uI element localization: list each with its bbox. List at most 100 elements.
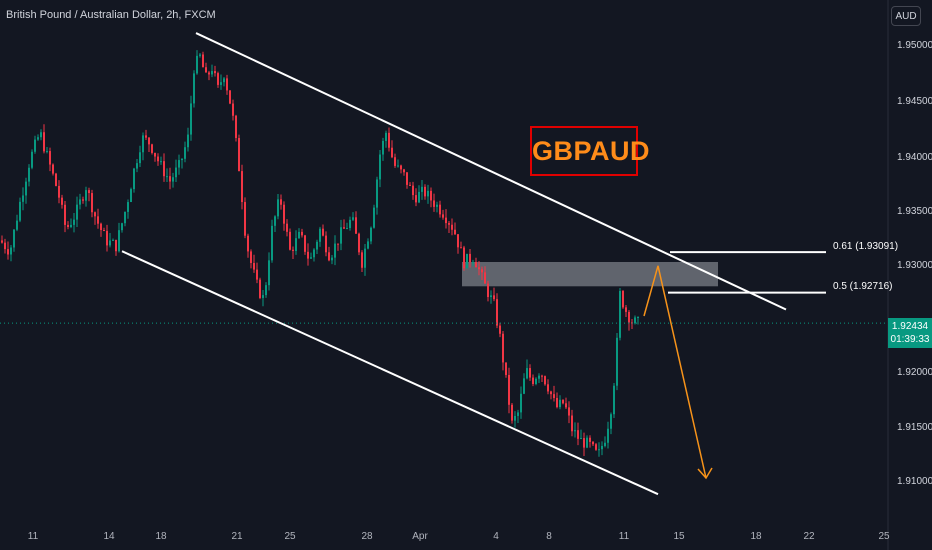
bull-candle bbox=[73, 219, 75, 225]
bear-candle bbox=[583, 438, 585, 448]
bull-candle bbox=[586, 437, 588, 448]
bull-candle bbox=[310, 257, 312, 259]
bear-candle bbox=[487, 283, 489, 298]
bear-candle bbox=[307, 251, 309, 259]
bear-candle bbox=[556, 397, 558, 408]
bear-candle bbox=[148, 137, 150, 145]
bull-candle bbox=[607, 428, 609, 443]
bear-candle bbox=[550, 391, 552, 395]
y-tick-label: 1.92000 bbox=[897, 367, 932, 378]
bear-candle bbox=[157, 156, 159, 162]
bull-candle bbox=[346, 228, 348, 230]
bear-candle bbox=[484, 272, 486, 284]
bear-candle bbox=[337, 243, 339, 245]
bull-candle bbox=[112, 239, 114, 241]
bear-candle bbox=[82, 199, 84, 201]
bear-candle bbox=[592, 441, 594, 445]
bear-candle bbox=[247, 235, 249, 252]
y-tick-label: 1.91000 bbox=[897, 476, 932, 487]
bull-candle bbox=[514, 415, 516, 421]
x-tick-label: 11 bbox=[27, 531, 39, 542]
bull-candle bbox=[598, 449, 600, 451]
bull-candle bbox=[340, 227, 342, 244]
bear-candle bbox=[502, 333, 504, 363]
bear-candle bbox=[259, 279, 261, 298]
bear-candle bbox=[52, 164, 54, 174]
bull-candle bbox=[31, 151, 33, 168]
bull-candle bbox=[271, 225, 273, 261]
bear-candle bbox=[208, 72, 210, 75]
bull-candle bbox=[436, 204, 438, 207]
bull-candle bbox=[142, 135, 144, 153]
x-tick-label: 25 bbox=[878, 531, 890, 542]
bull-candle bbox=[313, 249, 315, 258]
bull-candle bbox=[427, 190, 429, 197]
currency-button[interactable]: AUD bbox=[891, 6, 921, 26]
channel-lower-line bbox=[121, 250, 659, 496]
bull-candle bbox=[352, 217, 354, 220]
bear-candle bbox=[445, 217, 447, 224]
bull-candle bbox=[46, 151, 48, 153]
bear-candle bbox=[478, 267, 480, 270]
bull-candle bbox=[37, 137, 39, 140]
bear-candle bbox=[250, 251, 252, 264]
bear-candle bbox=[88, 190, 90, 194]
bear-candle bbox=[451, 224, 453, 230]
bull-candle bbox=[220, 82, 222, 85]
bear-candle bbox=[508, 374, 510, 405]
bear-candle bbox=[241, 171, 243, 203]
bull-candle bbox=[298, 231, 300, 239]
bear-candle bbox=[205, 67, 207, 73]
bull-candle bbox=[376, 179, 378, 208]
projection-arrow-icon bbox=[697, 467, 713, 480]
bull-candle bbox=[523, 378, 525, 394]
bull-candle bbox=[268, 260, 270, 286]
bull-candle bbox=[526, 368, 528, 379]
projection-path bbox=[643, 265, 707, 479]
bear-candle bbox=[292, 249, 294, 251]
bear-candle bbox=[286, 223, 288, 232]
bear-candle bbox=[424, 186, 426, 197]
bear-candle bbox=[625, 307, 627, 312]
symbol-title[interactable]: British Pound / Australian Dollar, 2h, F… bbox=[6, 9, 216, 21]
bear-candle bbox=[94, 212, 96, 217]
bull-candle bbox=[79, 199, 81, 205]
bull-candle bbox=[277, 199, 279, 217]
bear-candle bbox=[469, 253, 471, 263]
bear-candle bbox=[145, 135, 147, 138]
fib-level-05-label: 0.5 (1.92716) bbox=[833, 281, 893, 292]
bear-candle bbox=[529, 368, 531, 378]
x-tick-label: 22 bbox=[803, 531, 815, 542]
bull-candle bbox=[121, 223, 123, 231]
bull-candle bbox=[190, 103, 192, 135]
bear-candle bbox=[61, 197, 63, 205]
x-tick-label: 15 bbox=[673, 531, 685, 542]
bear-candle bbox=[238, 138, 240, 172]
bull-candle bbox=[364, 248, 366, 268]
bear-candle bbox=[493, 295, 495, 300]
bull-candle bbox=[616, 337, 618, 386]
x-tick-label: 21 bbox=[231, 531, 243, 542]
bull-candle bbox=[109, 240, 111, 246]
bear-candle bbox=[496, 299, 498, 326]
bear-candle bbox=[448, 223, 450, 225]
bear-candle bbox=[454, 229, 456, 235]
bull-candle bbox=[604, 442, 606, 446]
bear-candle bbox=[100, 223, 102, 231]
bull-candle bbox=[538, 375, 540, 379]
bear-candle bbox=[43, 132, 45, 152]
bear-candle bbox=[511, 404, 513, 421]
bull-candle bbox=[187, 134, 189, 148]
bull-candle bbox=[637, 317, 639, 319]
bear-candle bbox=[232, 103, 234, 116]
bear-candle bbox=[328, 252, 330, 261]
bear-candle bbox=[283, 204, 285, 224]
bear-candle bbox=[589, 437, 591, 442]
bull-candle bbox=[172, 177, 174, 182]
bull-candle bbox=[373, 207, 375, 228]
bear-candle bbox=[4, 242, 6, 250]
x-tick-label: 14 bbox=[103, 531, 115, 542]
bull-candle bbox=[76, 204, 78, 220]
bear-candle bbox=[394, 157, 396, 166]
